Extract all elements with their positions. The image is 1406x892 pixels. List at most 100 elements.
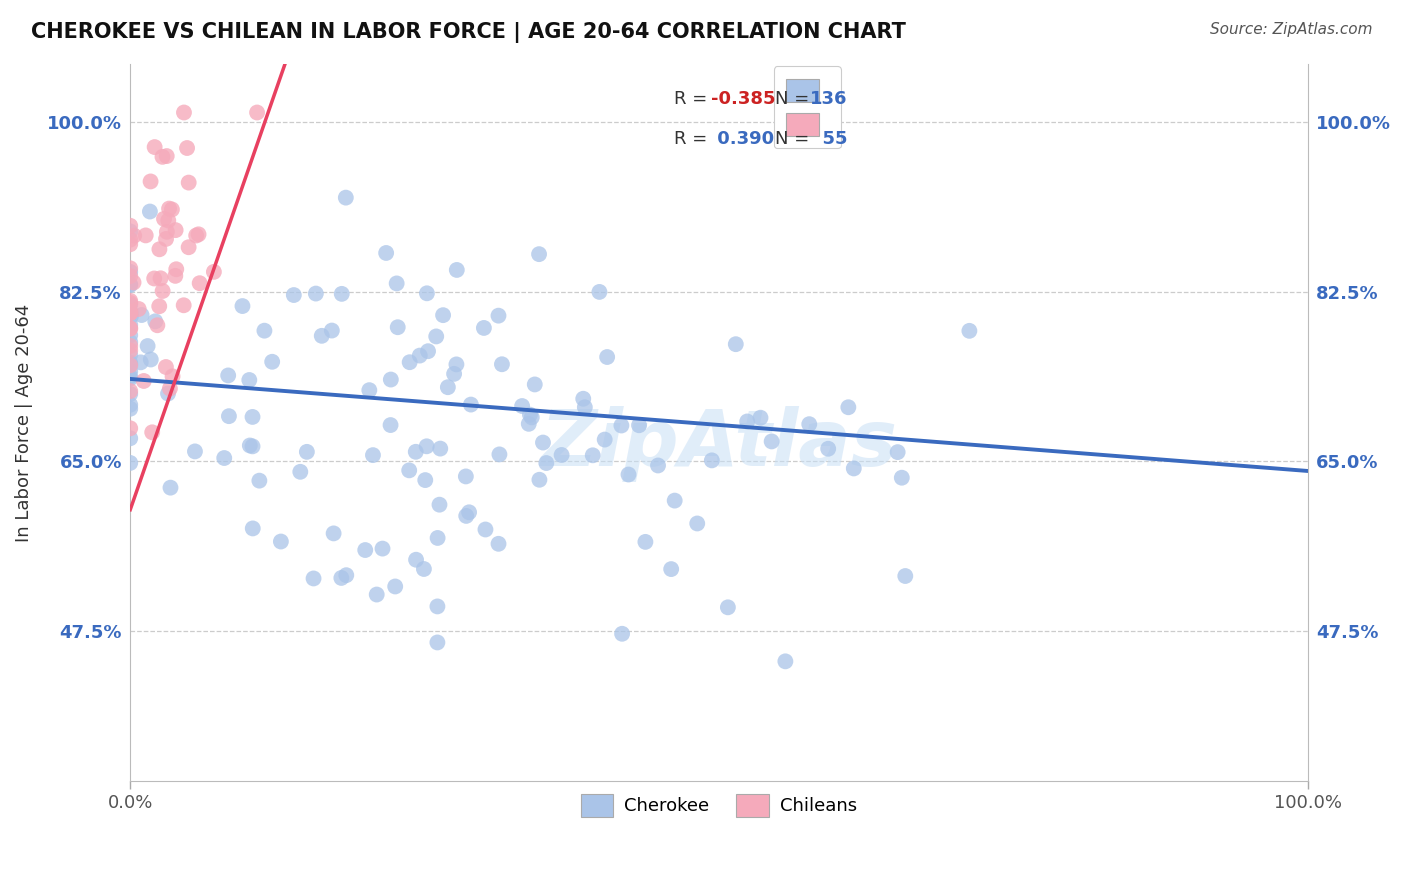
Point: [536, 456, 558, 470]
Text: R =: R =: [675, 90, 713, 108]
Point: [186, 228, 208, 243]
Point: [120, 421, 142, 435]
Point: [574, 401, 596, 415]
Point: [283, 288, 305, 302]
Point: [488, 447, 510, 461]
Text: Source: ZipAtlas.com: Source: ZipAtlas.com: [1209, 22, 1372, 37]
Point: [165, 262, 187, 277]
Point: [120, 265, 142, 279]
Point: [120, 456, 142, 470]
Point: [120, 233, 142, 247]
Point: [152, 284, 174, 298]
Point: [527, 247, 550, 261]
Point: [890, 471, 912, 485]
Point: [165, 268, 187, 283]
Point: [413, 473, 436, 487]
Point: [474, 523, 496, 537]
Point: [446, 358, 468, 372]
Point: [120, 387, 142, 401]
Text: 136: 136: [810, 90, 846, 108]
Point: [380, 418, 402, 433]
Point: [120, 261, 142, 276]
Point: [120, 306, 142, 320]
Point: [432, 308, 454, 322]
Point: [135, 228, 157, 243]
Point: [335, 568, 357, 582]
Point: [488, 309, 510, 323]
Point: [749, 410, 772, 425]
Point: [886, 445, 908, 459]
Text: R =: R =: [675, 130, 713, 148]
Point: [426, 599, 449, 614]
Point: [842, 461, 865, 475]
Point: [162, 369, 184, 384]
Point: [717, 600, 740, 615]
Point: [122, 228, 145, 243]
Y-axis label: In Labor Force | Age 20-64: In Labor Force | Age 20-64: [15, 303, 32, 541]
Point: [443, 367, 465, 381]
Point: [425, 329, 447, 343]
Point: [120, 401, 142, 416]
Point: [173, 105, 195, 120]
Point: [160, 202, 183, 217]
Point: [177, 176, 200, 190]
Point: [761, 434, 783, 449]
Point: [610, 627, 633, 641]
Point: [426, 531, 449, 545]
Point: [177, 240, 200, 254]
Point: [238, 373, 260, 387]
Point: [120, 278, 142, 293]
Point: [120, 335, 142, 350]
Point: [188, 276, 211, 290]
Text: N =: N =: [776, 90, 815, 108]
Point: [120, 356, 142, 370]
Point: [454, 469, 477, 483]
Point: [375, 246, 398, 260]
Point: [529, 473, 551, 487]
Text: 0.390: 0.390: [710, 130, 773, 148]
Point: [120, 348, 142, 362]
Point: [472, 321, 495, 335]
Text: -0.385: -0.385: [710, 90, 775, 108]
Point: [311, 328, 333, 343]
Point: [724, 337, 747, 351]
Text: N =: N =: [776, 130, 815, 148]
Point: [429, 442, 451, 456]
Point: [550, 448, 572, 462]
Point: [957, 324, 980, 338]
Point: [253, 324, 276, 338]
Point: [152, 150, 174, 164]
Point: [187, 227, 209, 242]
Point: [628, 418, 651, 433]
Point: [231, 299, 253, 313]
Point: [384, 579, 406, 593]
Point: [148, 299, 170, 313]
Point: [361, 448, 384, 462]
Point: [437, 380, 460, 394]
Point: [735, 414, 758, 428]
Point: [290, 465, 312, 479]
Point: [157, 386, 180, 401]
Point: [387, 320, 409, 334]
Point: [120, 371, 142, 385]
Point: [385, 277, 408, 291]
Point: [155, 359, 177, 374]
Point: [409, 349, 432, 363]
Point: [242, 409, 264, 424]
Point: [202, 265, 225, 279]
Point: [131, 308, 153, 322]
Point: [120, 293, 142, 308]
Point: [136, 339, 159, 353]
Point: [120, 398, 142, 412]
Point: [122, 276, 145, 290]
Point: [686, 516, 709, 531]
Point: [610, 418, 633, 433]
Point: [519, 408, 541, 422]
Point: [173, 298, 195, 312]
Point: [120, 339, 142, 353]
Point: [156, 225, 179, 239]
Point: [398, 463, 420, 477]
Point: [120, 298, 142, 312]
Point: [120, 431, 142, 445]
Point: [155, 232, 177, 246]
